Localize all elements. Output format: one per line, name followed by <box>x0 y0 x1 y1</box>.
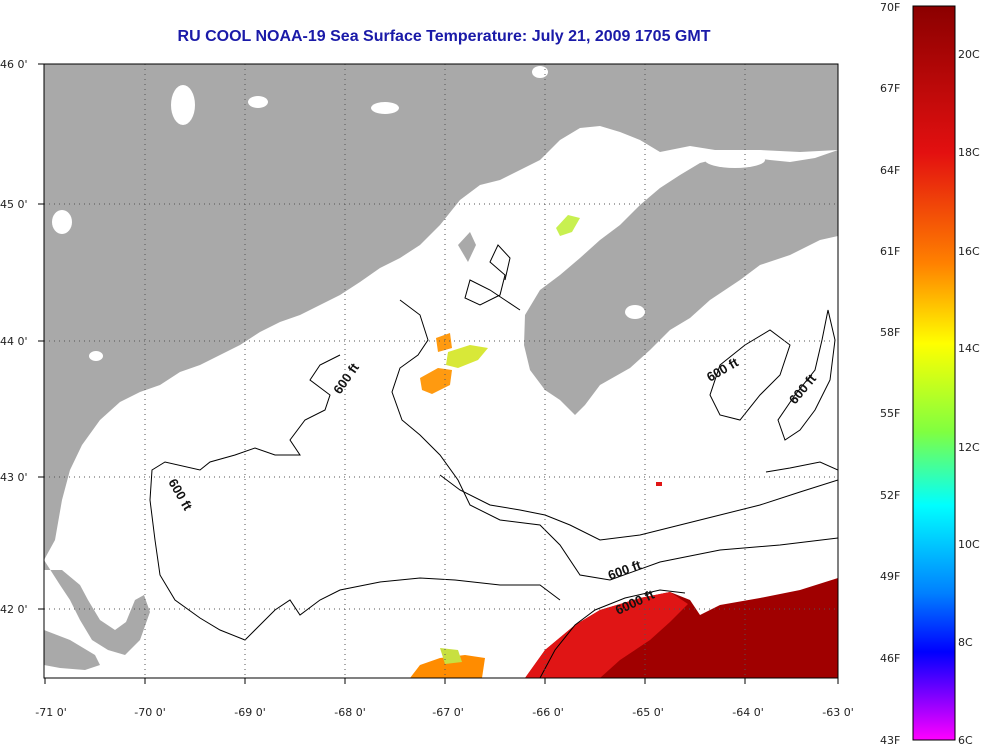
lake-6 <box>89 351 103 361</box>
lake-7 <box>625 305 645 319</box>
colorbar-c-label: 6C <box>958 734 973 747</box>
lon-label: -69 0' <box>234 706 266 719</box>
lat-label: 44 0' <box>0 335 28 348</box>
lon-label: -70 0' <box>134 706 166 719</box>
lat-label: 45 0' <box>0 198 28 211</box>
lake-5 <box>52 210 72 234</box>
lon-label: -71 0' <box>35 706 67 719</box>
depth-contours <box>149 244 838 678</box>
contour-east-outer <box>765 461 838 473</box>
map-frame <box>43 63 839 679</box>
lon-label: -65 0' <box>632 706 664 719</box>
colorbar-c-label: 10C <box>958 538 980 551</box>
colorbar-c-label: 8C <box>958 636 973 649</box>
sst-yellow-north <box>556 215 580 236</box>
colorbar-f-label: 52F <box>880 489 900 502</box>
sst-orange-central <box>420 368 452 394</box>
contour-600ft-far-east <box>777 309 836 441</box>
lat-label: 46 0' <box>0 58 28 71</box>
colorbar-c-label: 12C <box>958 441 980 454</box>
colorbar-f-label: 67F <box>880 82 900 95</box>
colorbar-c-label: 14C <box>958 342 980 355</box>
lat-label: 42 0' <box>0 603 28 616</box>
land-cape-cod-south <box>44 630 100 670</box>
colorbar-f-label: 43F <box>880 734 900 747</box>
lon-label: -68 0' <box>334 706 366 719</box>
lon-label: -64 0' <box>732 706 764 719</box>
lake-1 <box>171 85 195 125</box>
contour-6000ft <box>539 589 686 678</box>
colorbar-f-label: 64F <box>880 164 900 177</box>
axis-ticks <box>38 63 839 684</box>
temperature-colorbar <box>912 5 956 741</box>
lon-label: -67 0' <box>432 706 464 719</box>
map-title: RU COOL NOAA-19 Sea Surface Temperature:… <box>177 28 711 45</box>
lake-4 <box>371 102 399 114</box>
land-grand-manan <box>458 232 476 262</box>
colorbar-f-label: 55F <box>880 407 900 420</box>
contour-600ft-west <box>149 354 561 641</box>
colorbar-c-label: 16C <box>958 245 980 258</box>
colorbar-c-label: 20C <box>958 48 980 61</box>
lon-label: -63 0' <box>822 706 854 719</box>
contour-600ft-east <box>709 329 791 421</box>
sst-orange-south <box>410 655 485 678</box>
lat-label: 43 0' <box>0 471 28 484</box>
colorbar-c-label: 18C <box>958 146 980 159</box>
land-maine-newbrunswick <box>44 64 838 560</box>
sst-yellow-south <box>440 648 462 664</box>
land-nova-scotia <box>524 150 838 415</box>
land-cape-cod <box>44 560 150 655</box>
colorbar-f-label: 70F <box>880 1 900 14</box>
colorbar-f-label: 58F <box>880 326 900 339</box>
colorbar-f-label: 46F <box>880 652 900 665</box>
sst-orange-small <box>436 333 452 352</box>
lake-3 <box>532 66 548 78</box>
sst-red-edge <box>525 592 688 678</box>
colorbar-f-label: 61F <box>880 245 900 258</box>
colorbar-f-label: 49F <box>880 570 900 583</box>
sst-speck <box>656 482 662 486</box>
lon-label: -66 0' <box>532 706 564 719</box>
bay-inlet <box>705 152 765 168</box>
contour-northern <box>464 244 521 311</box>
sst-yellow-central <box>446 345 488 368</box>
lake-2 <box>248 96 268 108</box>
contour-600ft-southgb <box>439 474 838 541</box>
